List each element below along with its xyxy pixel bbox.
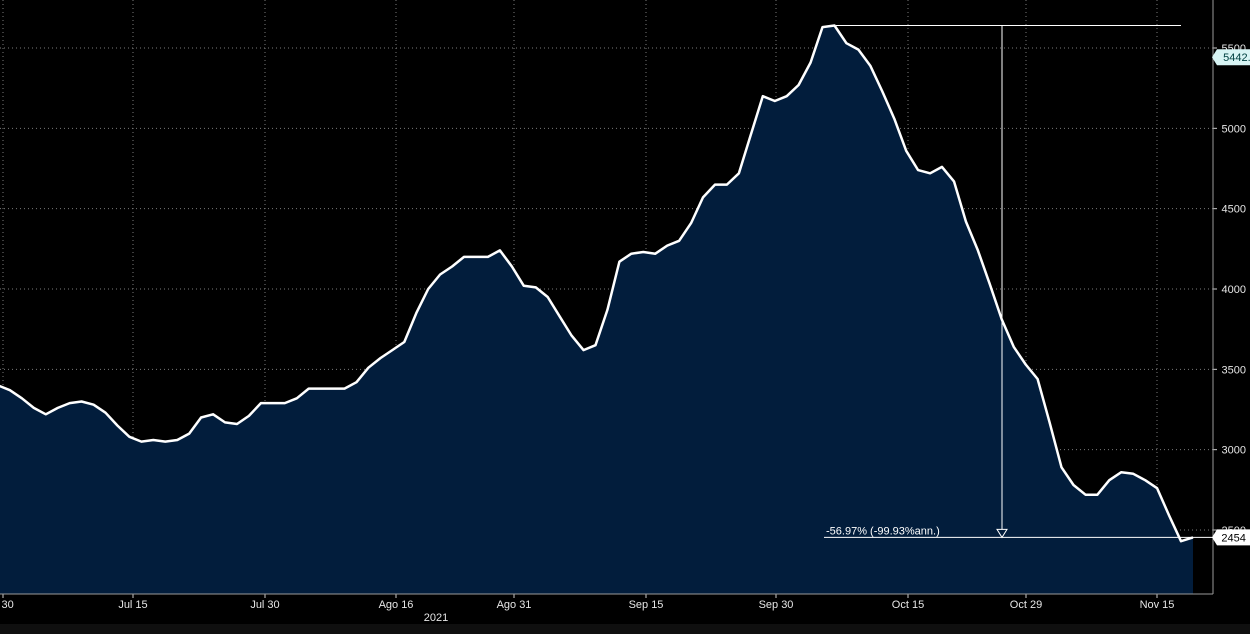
- x-tick-label: Jul 15: [118, 599, 147, 611]
- price-tag-label: 5442.81: [1223, 52, 1250, 64]
- x-tick-label: Jul 30: [250, 599, 279, 611]
- y-tick-label: 4500: [1222, 204, 1246, 216]
- bottom-scroll-strip: [0, 624, 1250, 634]
- price-tag-label: 2454: [1221, 532, 1245, 544]
- x-tick-label: Sep 15: [629, 599, 664, 611]
- x-tick-label: Nov 15: [1140, 599, 1175, 611]
- drawdown-annotation: -56.97% (-99.93%ann.): [824, 25, 1213, 539]
- drawdown-arrow-head: [996, 528, 1008, 539]
- x-tick-label: Oct 15: [892, 599, 924, 611]
- drawdown-label: -56.97% (-99.93%ann.): [826, 525, 940, 537]
- area-series: [0, 24, 1194, 594]
- price-tag: [1212, 49, 1250, 66]
- x-tick-label: Ago 31: [497, 599, 532, 611]
- y-tick-label: 5000: [1222, 123, 1246, 135]
- y-tick-label: 4000: [1222, 284, 1246, 296]
- x-tick-label: Ago 16: [379, 599, 414, 611]
- area-fill: [0, 25, 1193, 594]
- price-tags: 5442.81 2454: [1212, 49, 1250, 546]
- series-line: [0, 24, 1194, 543]
- x-tick-label: Oct 29: [1010, 599, 1042, 611]
- y-tick-label: 3500: [1222, 364, 1246, 376]
- x-tick-label: Sep 30: [759, 599, 794, 611]
- y-tick-label: 3000: [1222, 445, 1246, 457]
- x-tick-label: n 30: [0, 599, 14, 611]
- year-label: 2021: [424, 612, 448, 624]
- x-axis: 2021 n 30 Jul 15 Jul 30 Ago 16 Ago 31 Sep 15 S…: [0, 593, 1213, 624]
- price-tag: [1212, 529, 1250, 546]
